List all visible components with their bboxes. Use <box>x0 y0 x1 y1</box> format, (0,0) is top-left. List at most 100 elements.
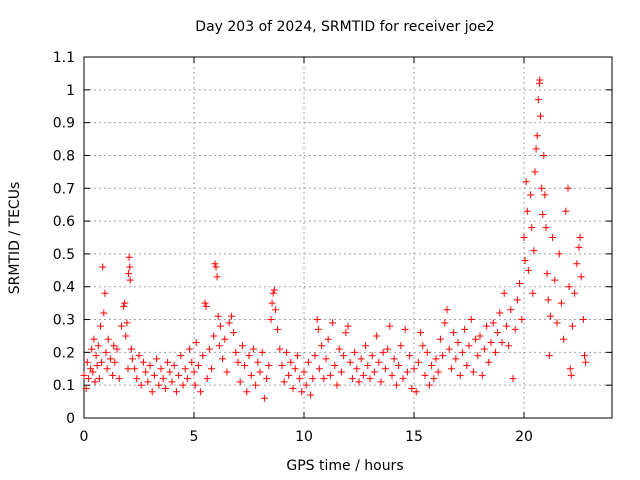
data-point <box>202 302 210 310</box>
data-point <box>188 358 196 366</box>
data-point <box>230 329 238 337</box>
data-point <box>375 358 383 366</box>
data-point <box>551 276 559 284</box>
data-point <box>309 375 317 383</box>
data-point <box>520 234 528 241</box>
data-point <box>474 352 482 360</box>
data-point <box>562 207 570 215</box>
data-point <box>175 371 183 379</box>
data-point <box>241 361 249 369</box>
data-point <box>258 348 266 356</box>
data-point <box>401 325 409 333</box>
data-point <box>164 358 172 366</box>
data-point <box>115 375 123 383</box>
data-point <box>571 289 579 297</box>
data-point <box>489 319 497 327</box>
data-point <box>579 316 587 324</box>
data-point <box>144 378 152 386</box>
data-point <box>113 345 121 353</box>
x-tick-label: 20 <box>515 429 533 445</box>
data-point <box>357 355 365 363</box>
data-point <box>472 335 480 343</box>
data-point <box>92 352 100 360</box>
data-point <box>549 234 557 241</box>
data-point <box>211 260 219 268</box>
data-point <box>491 348 499 356</box>
data-point <box>412 388 420 396</box>
data-point <box>320 375 328 383</box>
data-point <box>304 358 312 366</box>
data-point <box>494 329 502 337</box>
data-point <box>142 368 150 376</box>
data-point <box>329 319 337 327</box>
data-point <box>359 371 367 379</box>
data-point <box>278 361 286 369</box>
x-tick-label: 15 <box>405 429 423 445</box>
data-point <box>434 368 442 376</box>
data-point <box>135 352 143 360</box>
data-point <box>390 355 398 363</box>
data-point <box>88 345 96 353</box>
data-point <box>172 388 180 396</box>
data-point <box>300 368 308 376</box>
data-point <box>428 361 436 369</box>
data-point <box>500 289 508 297</box>
data-point <box>326 371 334 379</box>
data-point <box>80 371 88 379</box>
data-point <box>191 381 199 389</box>
data-point <box>430 375 438 383</box>
data-point <box>511 325 519 333</box>
data-point <box>456 371 464 379</box>
data-point <box>469 368 477 376</box>
data-point <box>270 286 278 294</box>
data-point <box>532 145 540 153</box>
data-point <box>245 352 253 360</box>
data-point <box>122 332 130 340</box>
data-point <box>564 184 572 192</box>
data-point <box>90 335 98 343</box>
data-point <box>311 352 319 360</box>
data-point <box>406 352 414 360</box>
data-point <box>190 368 198 376</box>
data-point <box>513 296 521 304</box>
data-point <box>366 375 374 383</box>
data-point <box>553 319 561 327</box>
data-point <box>439 352 447 360</box>
data-point <box>121 299 129 307</box>
data-point <box>461 325 469 333</box>
data-point <box>425 381 433 389</box>
y-tick-label: 0.6 <box>53 214 75 230</box>
data-point <box>478 371 486 379</box>
data-point <box>103 365 111 373</box>
data-point <box>454 339 462 347</box>
data-point <box>298 388 306 396</box>
data-point <box>346 358 354 366</box>
data-point <box>93 361 101 369</box>
data-point <box>110 342 118 350</box>
data-point <box>335 345 343 353</box>
x-axis-ticks: 0 5 10 15 20 <box>80 57 533 445</box>
data-point <box>351 348 359 356</box>
data-point <box>214 312 222 320</box>
y-tick-label: 1.1 <box>53 50 75 66</box>
data-point <box>243 388 251 396</box>
data-point <box>197 388 205 396</box>
data-point <box>386 322 394 330</box>
data-point <box>131 365 139 373</box>
x-axis-label: GPS time / hours <box>286 458 403 474</box>
data-point <box>265 361 273 369</box>
data-point <box>523 207 531 215</box>
data-point <box>445 345 453 353</box>
data-point <box>419 342 427 350</box>
data-point <box>582 358 590 366</box>
data-point <box>381 365 389 373</box>
data-point <box>282 348 290 356</box>
data-point <box>183 375 191 383</box>
y-tick-label: 0.3 <box>53 313 75 329</box>
data-point <box>546 312 554 320</box>
data-point <box>324 335 332 343</box>
data-point <box>280 378 288 386</box>
data-point <box>293 352 301 360</box>
data-point <box>274 325 282 333</box>
data-point <box>384 345 392 353</box>
